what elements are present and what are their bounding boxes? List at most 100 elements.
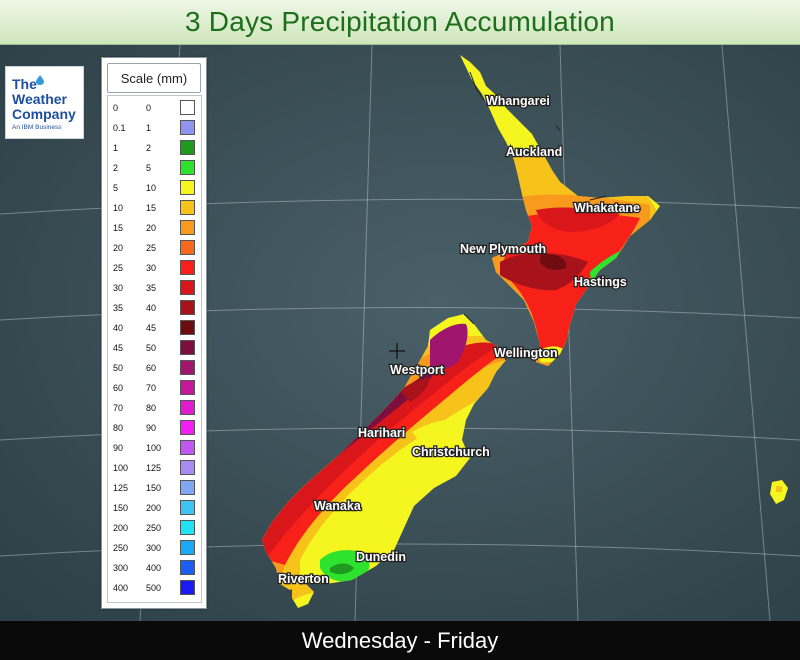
- legend-color-swatch: [180, 280, 195, 295]
- precipitation-map: Whangarei Auckland Whakatane New Plymout…: [0, 45, 800, 621]
- legend-color-swatch: [180, 120, 195, 135]
- legend-range-from: 20: [113, 243, 124, 253]
- legend-range-to: 2: [146, 143, 152, 153]
- legend-color-swatch: [180, 140, 195, 155]
- legend-range-from: 2: [113, 163, 119, 173]
- legend-range-from: 30: [113, 283, 124, 293]
- city-label-whangarei: Whangarei: [486, 94, 550, 108]
- legend-range-to: 80: [146, 403, 157, 413]
- city-label-christchurch: Christchurch: [412, 445, 490, 459]
- legend-row: 90 100: [108, 438, 201, 458]
- legend-range-to: 0: [146, 103, 152, 113]
- legend-range-to: 300: [146, 543, 162, 553]
- logo-line-3: Company: [12, 106, 76, 122]
- legend-row: 400 500: [108, 578, 201, 598]
- period-label: Wednesday - Friday: [301, 627, 499, 653]
- city-label-auckland: Auckland: [506, 145, 562, 159]
- legend-range-to: 500: [146, 583, 162, 593]
- legend-row: 150 200: [108, 498, 201, 518]
- legend-range-to: 150: [146, 483, 162, 493]
- footer-bar: Wednesday - Friday: [0, 621, 800, 660]
- legend-color-swatch: [180, 340, 195, 355]
- legend-range-from: 1: [113, 143, 119, 153]
- legend-row: 40 45: [108, 318, 201, 338]
- legend-color-swatch: [180, 300, 195, 315]
- legend-range-from: 40: [113, 323, 124, 333]
- legend-range-from: 400: [113, 583, 129, 593]
- legend-range-from: 200: [113, 523, 129, 533]
- city-label-new-plymouth: New Plymouth: [460, 242, 546, 256]
- city-label-whakatane: Whakatane: [574, 201, 640, 215]
- legend-color-swatch: [180, 500, 195, 515]
- legend-range-from: 125: [113, 483, 129, 493]
- legend-row: 10 15: [108, 198, 201, 218]
- legend-range-to: 250: [146, 523, 162, 533]
- legend-range-to: 25: [146, 243, 157, 253]
- legend-color-swatch: [180, 560, 195, 575]
- legend-range-to: 90: [146, 423, 157, 433]
- crosshair-marker: [389, 343, 405, 359]
- legend-range-from: 100: [113, 463, 129, 473]
- legend-color-swatch: [180, 540, 195, 555]
- legend-range-to: 125: [146, 463, 162, 473]
- legend-range-from: 150: [113, 503, 129, 513]
- legend-range-from: 70: [113, 403, 124, 413]
- legend-row: 25 30: [108, 258, 201, 278]
- logo-subtitle: An IBM Business: [12, 124, 62, 131]
- legend-color-swatch: [180, 420, 195, 435]
- legend-range-from: 15: [113, 223, 124, 233]
- legend-color-swatch: [180, 580, 195, 595]
- logo-line-2: Weather: [12, 91, 67, 107]
- legend-range-from: 0: [113, 103, 119, 113]
- legend-color-swatch: [180, 360, 195, 375]
- legend-color-swatch: [180, 260, 195, 275]
- city-label-westport: Westport: [390, 363, 445, 377]
- header-bar: 3 Days Precipitation Accumulation: [0, 0, 800, 45]
- city-label-hastings: Hastings: [574, 275, 627, 289]
- legend-color-swatch: [180, 200, 195, 215]
- weather-company-logo: The Weather Company An IBM Business: [5, 66, 84, 139]
- legend-color-swatch: [180, 460, 195, 475]
- legend-range-to: 5: [146, 163, 152, 173]
- legend-row: 50 60: [108, 358, 201, 378]
- legend-row: 250 300: [108, 538, 201, 558]
- legend-range-to: 20: [146, 223, 157, 233]
- legend-color-swatch: [180, 160, 195, 175]
- page-title: 3 Days Precipitation Accumulation: [185, 6, 615, 37]
- legend-range-to: 50: [146, 343, 157, 353]
- legend-range-from: 300: [113, 563, 129, 573]
- legend-range-to: 100: [146, 443, 162, 453]
- city-label-wellington: Wellington: [494, 346, 558, 360]
- legend-row: 100 125: [108, 458, 201, 478]
- legend-range-to: 400: [146, 563, 162, 573]
- logo-line-1: The: [12, 76, 37, 92]
- legend-row: 60 70: [108, 378, 201, 398]
- legend-row: 70 80: [108, 398, 201, 418]
- legend-rows: 0 0 0.1 1 1 2 2 5 5 10 10 15 15 20 20 25 25 30 30 35 35 40 40 4…: [107, 95, 202, 603]
- legend-color-swatch: [180, 480, 195, 495]
- legend-row: 200 250: [108, 518, 201, 538]
- legend-row: 35 40: [108, 298, 201, 318]
- legend-range-to: 30: [146, 263, 157, 273]
- legend-range-to: 15: [146, 203, 157, 213]
- legend-row: 125 150: [108, 478, 201, 498]
- legend-color-swatch: [180, 320, 195, 335]
- legend-range-from: 50: [113, 363, 124, 373]
- legend-row: 30 35: [108, 278, 201, 298]
- legend-row: 5 10: [108, 178, 201, 198]
- legend-row: 300 400: [108, 558, 201, 578]
- legend-row: 80 90: [108, 418, 201, 438]
- legend-range-to: 35: [146, 283, 157, 293]
- city-label-dunedin: Dunedin: [356, 550, 406, 564]
- chatham-islands: [770, 480, 788, 504]
- legend-color-swatch: [180, 240, 195, 255]
- city-labels: Whangarei Auckland Whakatane New Plymout…: [277, 93, 642, 588]
- legend-range-to: 70: [146, 383, 157, 393]
- scale-legend: Scale (mm) 0 0 0.1 1 1 2 2 5 5 10 10 15 15 20 20 25 25 30…: [101, 57, 207, 609]
- legend-range-from: 80: [113, 423, 124, 433]
- legend-range-to: 45: [146, 323, 157, 333]
